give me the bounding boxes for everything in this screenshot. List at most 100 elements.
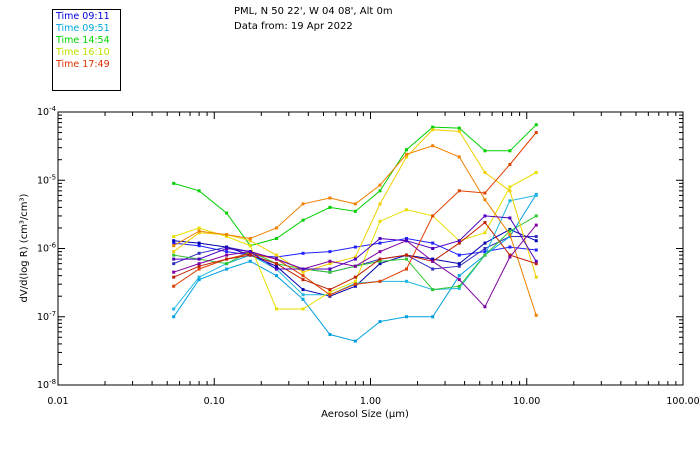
data-point bbox=[534, 234, 538, 238]
data-point bbox=[508, 199, 512, 203]
data-point bbox=[225, 262, 229, 266]
data-point bbox=[534, 275, 538, 279]
data-point bbox=[328, 293, 332, 297]
data-point bbox=[353, 339, 357, 343]
data-point bbox=[431, 214, 435, 218]
series-4 bbox=[172, 192, 538, 343]
data-point bbox=[172, 284, 176, 288]
data-point bbox=[378, 257, 382, 261]
data-point bbox=[378, 279, 382, 283]
data-point bbox=[431, 241, 435, 245]
data-point bbox=[197, 244, 201, 248]
data-point bbox=[534, 248, 538, 252]
data-point bbox=[378, 241, 382, 245]
data-point bbox=[328, 196, 332, 200]
data-point bbox=[457, 253, 461, 257]
data-point bbox=[248, 237, 252, 241]
data-point bbox=[457, 274, 461, 278]
data-point bbox=[328, 205, 332, 209]
data-point bbox=[431, 267, 435, 271]
data-point bbox=[457, 239, 461, 243]
data-point bbox=[225, 247, 229, 250]
data-point bbox=[405, 239, 409, 243]
data-point bbox=[301, 307, 305, 311]
data-point bbox=[197, 262, 201, 266]
data-point bbox=[353, 257, 357, 261]
data-point bbox=[353, 264, 357, 268]
data-point bbox=[534, 170, 538, 174]
data-point bbox=[508, 233, 512, 237]
legend-item-1454: Time 14:54 bbox=[56, 35, 110, 46]
data-point bbox=[483, 247, 487, 250]
data-point bbox=[225, 257, 229, 261]
data-point bbox=[431, 315, 435, 319]
data-point bbox=[483, 231, 487, 235]
legend-item-0911: Time 09:11 bbox=[56, 11, 110, 22]
data-point bbox=[353, 202, 357, 206]
data-point bbox=[405, 267, 409, 271]
data-point bbox=[301, 270, 305, 274]
data-point bbox=[197, 264, 201, 268]
y-tick-label: 10-4 bbox=[37, 105, 57, 118]
series-10 bbox=[172, 144, 538, 317]
x-tick-label: 100.00 bbox=[666, 396, 699, 407]
data-point bbox=[378, 259, 382, 263]
data-point bbox=[508, 253, 512, 257]
data-point bbox=[248, 239, 252, 243]
series-6 bbox=[172, 123, 538, 248]
data-point bbox=[457, 262, 461, 266]
data-point bbox=[508, 229, 512, 233]
y-tick-label: 10-6 bbox=[37, 242, 57, 255]
data-point bbox=[405, 155, 409, 159]
data-point bbox=[353, 279, 357, 283]
data-point bbox=[378, 183, 382, 187]
data-point bbox=[274, 307, 278, 311]
data-point bbox=[508, 189, 512, 193]
data-point bbox=[534, 131, 538, 135]
data-point bbox=[431, 247, 435, 250]
data-point bbox=[534, 223, 538, 227]
data-point bbox=[225, 211, 229, 215]
data-point bbox=[248, 244, 252, 248]
data-point bbox=[378, 320, 382, 324]
legend-item-0951: Time 09:51 bbox=[56, 23, 110, 34]
data-point bbox=[225, 250, 229, 254]
data-point bbox=[457, 286, 461, 290]
data-point bbox=[353, 255, 357, 259]
series-8 bbox=[172, 170, 538, 311]
data-point bbox=[274, 226, 278, 230]
data-point bbox=[534, 239, 538, 243]
data-point bbox=[197, 231, 201, 235]
data-point bbox=[534, 259, 538, 263]
data-point bbox=[483, 170, 487, 174]
data-point bbox=[457, 284, 461, 288]
y-tick-label: 10-8 bbox=[37, 378, 56, 391]
data-point bbox=[508, 245, 512, 249]
data-point bbox=[328, 267, 332, 271]
data-point bbox=[172, 239, 176, 243]
data-point bbox=[483, 305, 487, 309]
data-point bbox=[534, 313, 538, 317]
data-point bbox=[457, 241, 461, 245]
data-point bbox=[301, 297, 305, 301]
data-point bbox=[378, 262, 382, 266]
data-point bbox=[457, 264, 461, 268]
data-point bbox=[172, 307, 176, 311]
data-point bbox=[248, 250, 252, 254]
data-point bbox=[405, 237, 409, 241]
data-point bbox=[274, 274, 278, 278]
data-point bbox=[197, 275, 201, 279]
legend: Time 09:11 Time 09:51 Time 14:54 Time 16… bbox=[52, 9, 121, 91]
data-point bbox=[197, 278, 201, 282]
legend-item-1749: Time 17:49 bbox=[56, 59, 110, 70]
data-point bbox=[172, 244, 176, 248]
data-point bbox=[301, 218, 305, 222]
data-point bbox=[301, 288, 305, 292]
data-point bbox=[225, 234, 229, 238]
data-point bbox=[483, 221, 487, 225]
data-point bbox=[405, 253, 409, 257]
data-point bbox=[328, 250, 332, 254]
series-line bbox=[173, 124, 537, 247]
data-point bbox=[274, 257, 278, 261]
